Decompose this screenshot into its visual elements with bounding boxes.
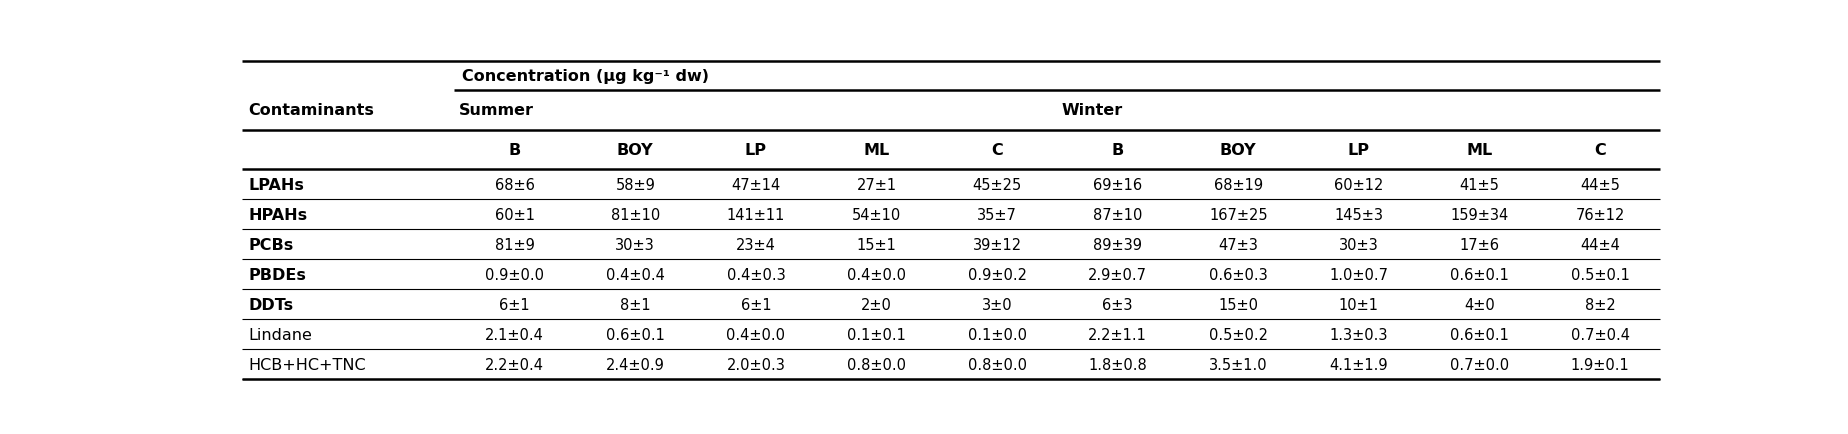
- Text: 145±3: 145±3: [1334, 207, 1384, 223]
- Text: 60±1: 60±1: [495, 207, 534, 223]
- Text: 30±3: 30±3: [615, 237, 656, 252]
- Text: DDTs: DDTs: [248, 297, 294, 312]
- Text: 68±19: 68±19: [1214, 178, 1262, 193]
- Text: 27±1: 27±1: [856, 178, 896, 193]
- Text: 1.0±0.7: 1.0±0.7: [1329, 267, 1388, 282]
- Text: 3±0: 3±0: [981, 297, 1013, 312]
- Text: 10±1: 10±1: [1338, 297, 1379, 312]
- Text: LP: LP: [1347, 143, 1369, 158]
- Text: 41±5: 41±5: [1460, 178, 1499, 193]
- Text: 47±3: 47±3: [1218, 237, 1258, 252]
- Text: 39±12: 39±12: [972, 237, 1022, 252]
- Text: 1.3±0.3: 1.3±0.3: [1329, 327, 1388, 342]
- Text: 0.6±0.1: 0.6±0.1: [1451, 327, 1508, 342]
- Text: 17±6: 17±6: [1460, 237, 1499, 252]
- Text: 30±3: 30±3: [1340, 237, 1379, 252]
- Text: 141±11: 141±11: [726, 207, 785, 223]
- Text: 167±25: 167±25: [1209, 207, 1268, 223]
- Text: Contaminants: Contaminants: [248, 103, 373, 118]
- Text: 1.8±0.8: 1.8±0.8: [1088, 357, 1148, 372]
- Text: 23±4: 23±4: [736, 237, 776, 252]
- Text: 35±7: 35±7: [978, 207, 1016, 223]
- Text: 6±3: 6±3: [1103, 297, 1133, 312]
- Text: 2.2±0.4: 2.2±0.4: [486, 357, 543, 372]
- Text: 45±25: 45±25: [972, 178, 1022, 193]
- Text: 3.5±1.0: 3.5±1.0: [1209, 357, 1268, 372]
- Text: 0.1±0.0: 0.1±0.0: [968, 327, 1027, 342]
- Text: 0.5±0.1: 0.5±0.1: [1571, 267, 1630, 282]
- Text: 4±0: 4±0: [1464, 297, 1495, 312]
- Text: 81±9: 81±9: [495, 237, 534, 252]
- Text: 2±0: 2±0: [861, 297, 893, 312]
- Text: 2.2±1.1: 2.2±1.1: [1088, 327, 1148, 342]
- Text: Summer: Summer: [458, 103, 534, 118]
- Text: 0.6±0.1: 0.6±0.1: [1451, 267, 1508, 282]
- Text: Concentration (μg kg⁻¹ dw): Concentration (μg kg⁻¹ dw): [462, 69, 708, 84]
- Text: ML: ML: [863, 143, 889, 158]
- Text: 0.8±0.0: 0.8±0.0: [968, 357, 1027, 372]
- Text: 60±12: 60±12: [1334, 178, 1384, 193]
- Text: BOY: BOY: [617, 143, 654, 158]
- Text: 2.4±0.9: 2.4±0.9: [606, 357, 665, 372]
- Text: C: C: [1595, 143, 1606, 158]
- Text: B: B: [508, 143, 521, 158]
- Text: 6±1: 6±1: [741, 297, 771, 312]
- Text: 1.9±0.1: 1.9±0.1: [1571, 357, 1630, 372]
- Text: 58±9: 58±9: [615, 178, 656, 193]
- Text: 54±10: 54±10: [852, 207, 902, 223]
- Text: C: C: [991, 143, 1003, 158]
- Text: 0.4±0.3: 0.4±0.3: [726, 267, 785, 282]
- Text: 2.1±0.4: 2.1±0.4: [486, 327, 543, 342]
- Text: Winter: Winter: [1061, 103, 1124, 118]
- Text: 87±10: 87±10: [1092, 207, 1142, 223]
- Text: PBDEs: PBDEs: [248, 267, 307, 282]
- Text: 76±12: 76±12: [1574, 207, 1624, 223]
- Text: BOY: BOY: [1220, 143, 1257, 158]
- Text: 47±14: 47±14: [732, 178, 780, 193]
- Text: 2.9±0.7: 2.9±0.7: [1088, 267, 1148, 282]
- Text: Lindane: Lindane: [248, 327, 312, 342]
- Text: 8±1: 8±1: [619, 297, 650, 312]
- Text: 2.0±0.3: 2.0±0.3: [726, 357, 785, 372]
- Text: 6±1: 6±1: [499, 297, 530, 312]
- Text: 0.6±0.3: 0.6±0.3: [1209, 267, 1268, 282]
- Text: B: B: [1111, 143, 1124, 158]
- Text: 68±6: 68±6: [495, 178, 534, 193]
- Text: 0.5±0.2: 0.5±0.2: [1209, 327, 1268, 342]
- Text: 44±4: 44±4: [1580, 237, 1621, 252]
- Text: 0.8±0.0: 0.8±0.0: [846, 357, 906, 372]
- Text: LPAHs: LPAHs: [248, 178, 305, 193]
- Text: 8±2: 8±2: [1586, 297, 1615, 312]
- Text: 15±0: 15±0: [1218, 297, 1258, 312]
- Text: 0.4±0.0: 0.4±0.0: [726, 327, 785, 342]
- Text: 0.7±0.0: 0.7±0.0: [1451, 357, 1510, 372]
- Text: HPAHs: HPAHs: [248, 207, 307, 223]
- Text: 0.1±0.1: 0.1±0.1: [846, 327, 906, 342]
- Text: PCBs: PCBs: [248, 237, 294, 252]
- Text: 15±1: 15±1: [857, 237, 896, 252]
- Text: HCB+HC+TNC: HCB+HC+TNC: [248, 357, 366, 372]
- Text: 69±16: 69±16: [1094, 178, 1142, 193]
- Text: LP: LP: [745, 143, 767, 158]
- Text: 159±34: 159±34: [1451, 207, 1508, 223]
- Text: 81±10: 81±10: [610, 207, 660, 223]
- Text: 44±5: 44±5: [1580, 178, 1621, 193]
- Text: 0.9±0.0: 0.9±0.0: [486, 267, 543, 282]
- Text: 4.1±1.9: 4.1±1.9: [1329, 357, 1388, 372]
- Text: 0.7±0.4: 0.7±0.4: [1571, 327, 1630, 342]
- Text: 0.9±0.2: 0.9±0.2: [968, 267, 1027, 282]
- Text: 89±39: 89±39: [1094, 237, 1142, 252]
- Text: 0.4±0.0: 0.4±0.0: [846, 267, 906, 282]
- Text: 0.6±0.1: 0.6±0.1: [606, 327, 665, 342]
- Text: 0.4±0.4: 0.4±0.4: [606, 267, 665, 282]
- Text: ML: ML: [1465, 143, 1493, 158]
